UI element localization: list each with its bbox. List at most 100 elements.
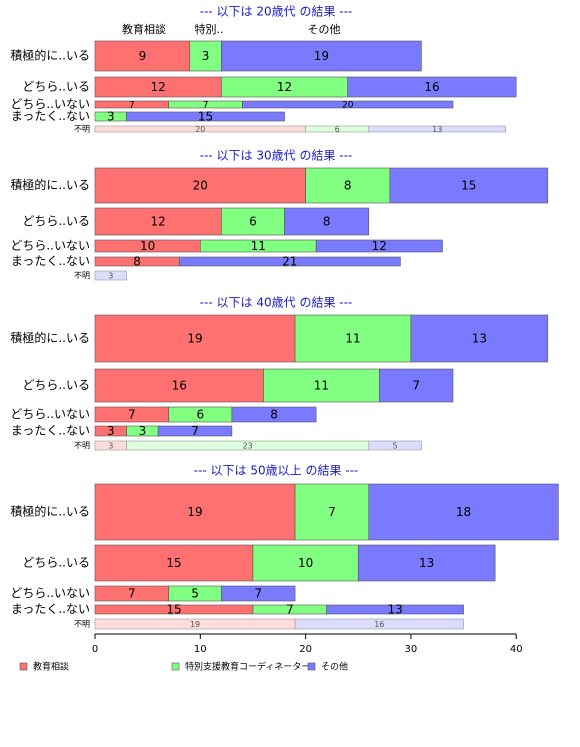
- bar-segment: [294, 618, 464, 630]
- data-label: 13: [432, 125, 442, 134]
- bar-segment: [94, 167, 306, 204]
- bar-segment: [221, 585, 296, 602]
- data-label: 15: [461, 179, 476, 193]
- data-label: 20: [195, 125, 205, 134]
- row-label: どちら..いない: [10, 586, 90, 600]
- legend-swatch: [171, 662, 180, 671]
- bar-segment: [357, 544, 496, 582]
- legend-label: 教育相談: [33, 661, 69, 673]
- data-label: 3: [202, 49, 210, 63]
- row-label: どちら..いる: [22, 556, 90, 570]
- data-label: 19: [187, 332, 202, 346]
- data-label: 7: [254, 587, 262, 601]
- panel-title: --- 以下は 30歳代 の結果 ---: [200, 149, 353, 163]
- x-tick-label: 40: [510, 644, 523, 655]
- data-label: 6: [196, 408, 204, 422]
- data-label: 8: [344, 179, 352, 193]
- bar-segment: [94, 314, 296, 363]
- bar-segment: [242, 100, 454, 109]
- data-label: 7: [203, 101, 209, 111]
- x-tick-label: 10: [194, 644, 207, 655]
- legend-label: 特別支援教育コーディネーター: [185, 661, 310, 673]
- row-label: どちら..いる: [22, 214, 90, 228]
- row-label: まったく..ない: [11, 424, 90, 438]
- row-label: 積極的に..いる: [10, 177, 90, 192]
- bar-segment: [263, 368, 380, 403]
- data-label: 15: [166, 603, 181, 617]
- bar-segment: [284, 207, 370, 236]
- data-label: 19: [314, 49, 329, 63]
- data-label: 13: [419, 556, 434, 570]
- column-label: 特別..: [195, 22, 224, 36]
- row-label: まったく..ない: [11, 254, 90, 268]
- data-label: 8: [133, 255, 141, 269]
- row-label: 積極的に..いる: [10, 504, 90, 519]
- data-label: 18: [456, 505, 471, 519]
- data-label: 7: [286, 603, 294, 617]
- data-label: 15: [166, 556, 181, 570]
- data-label: 23: [243, 442, 253, 451]
- bar-segment: [389, 167, 549, 204]
- data-label: 8: [270, 408, 278, 422]
- bar-segment: [178, 256, 401, 267]
- bar-segment: [368, 125, 506, 133]
- row-label: どちら..いる: [22, 378, 90, 392]
- row-label: 不明: [74, 441, 90, 450]
- x-tick-label: 20: [299, 644, 312, 655]
- data-label: 5: [191, 587, 199, 601]
- bar-segment: [368, 440, 422, 451]
- data-label: 21: [282, 255, 297, 269]
- bar-segment: [410, 314, 549, 363]
- bar-segment: [294, 483, 370, 541]
- row-label: 不明: [74, 271, 90, 280]
- bar-segment: [231, 406, 317, 423]
- bar-segment: [94, 40, 191, 72]
- row-label: どちら..いない: [10, 97, 90, 111]
- data-label: 6: [335, 125, 340, 134]
- bar-segment: [347, 76, 517, 98]
- panel-title: --- 以下は 40歳代 の結果 ---: [200, 296, 353, 310]
- data-label: 10: [140, 239, 155, 253]
- panel-title: --- 以下は 50歳以上 の結果 ---: [194, 464, 359, 478]
- panel-title: --- 以下は 20歳代 の結果 ---: [200, 5, 353, 19]
- data-label: 20: [342, 101, 354, 111]
- data-label: 12: [151, 215, 166, 229]
- data-label: 10: [298, 556, 313, 570]
- data-label: 19: [190, 620, 200, 629]
- bar-segment: [221, 207, 285, 236]
- bar-segment: [315, 239, 443, 253]
- data-label: 8: [323, 215, 331, 229]
- data-label: 6: [249, 215, 257, 229]
- data-label: 13: [472, 332, 487, 346]
- bar-segment: [368, 483, 559, 541]
- bar-segment: [94, 270, 127, 281]
- legend-swatch: [307, 662, 316, 671]
- data-label: 7: [328, 505, 336, 519]
- data-label: 7: [191, 424, 199, 438]
- row-label: まったく..ない: [11, 602, 90, 616]
- data-label: 3: [107, 110, 115, 124]
- bar-segment: [294, 314, 412, 363]
- data-label: 7: [128, 587, 136, 601]
- data-label: 13: [387, 603, 402, 617]
- bar-segment: [157, 425, 233, 437]
- row-label: まったく..ない: [11, 109, 90, 123]
- row-label: 不明: [74, 125, 90, 134]
- data-label: 15: [198, 110, 213, 124]
- bar-segment: [221, 40, 422, 72]
- bar-segment: [94, 368, 264, 403]
- bar-segment: [94, 207, 222, 236]
- data-label: 16: [424, 80, 439, 94]
- column-label: その他: [308, 23, 341, 36]
- data-label: 12: [277, 80, 292, 94]
- data-label: 3: [107, 424, 115, 438]
- x-tick-label: 0: [92, 644, 98, 655]
- x-tick-label: 30: [405, 644, 418, 655]
- data-label: 7: [128, 408, 136, 422]
- data-label: 3: [108, 272, 113, 281]
- data-label: 20: [193, 179, 208, 193]
- row-label: どちら..いない: [10, 239, 90, 253]
- data-label: 7: [412, 379, 420, 393]
- data-label: 3: [139, 424, 147, 438]
